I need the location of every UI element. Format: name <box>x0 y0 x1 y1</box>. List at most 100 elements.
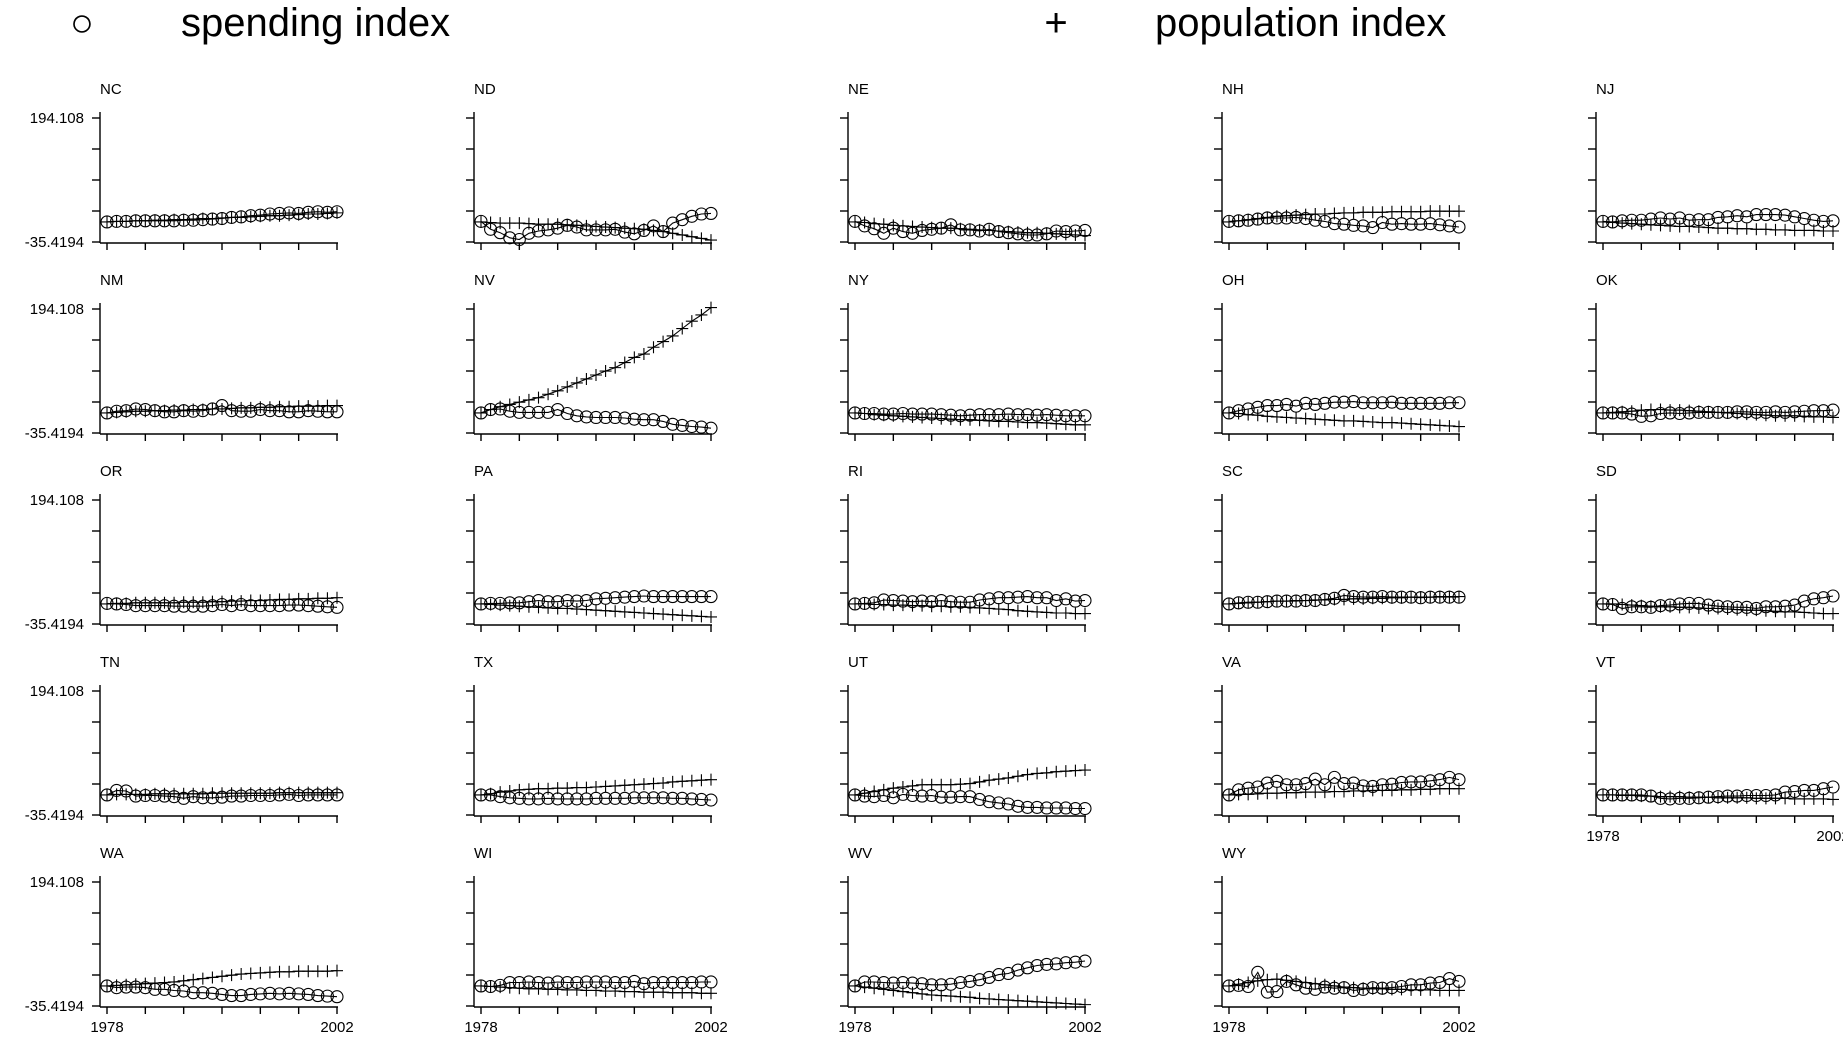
spending-index-point <box>666 791 680 805</box>
spending-index-point <box>110 981 124 995</box>
spending-index-point <box>1260 776 1274 790</box>
spending-index-point <box>167 983 181 998</box>
spending-index-point <box>263 404 277 418</box>
population-index-point <box>1453 420 1465 433</box>
spending-index-point <box>1011 799 1025 813</box>
spending-index-point <box>1730 600 1744 614</box>
population-index-point <box>1453 782 1465 795</box>
spending-index-point <box>1241 595 1255 609</box>
population-index-point <box>542 782 555 795</box>
panel-nm: NM 194.108 -35.4194 <box>25 272 344 442</box>
spending-index-point <box>905 407 920 421</box>
population-index-point <box>896 781 909 794</box>
spending-index-point <box>1442 770 1456 784</box>
panel-wi: WI 1978 2002 <box>464 845 727 1036</box>
panel-ny: NY <box>840 272 1092 441</box>
spending-index-point <box>522 792 536 806</box>
spending-index-point <box>1778 405 1792 419</box>
panel-title-wy: WY <box>1222 845 1246 862</box>
population-index-point <box>992 603 1005 616</box>
spending-index-point <box>608 222 622 236</box>
spending-index-point <box>848 406 862 420</box>
spending-index-point <box>1011 227 1025 241</box>
spending-index-point <box>905 976 920 990</box>
spending-index-point <box>685 975 699 990</box>
spending-index-point <box>656 590 670 604</box>
spending-index-point <box>1615 601 1629 616</box>
population-index-point <box>647 777 660 790</box>
spending-index-point <box>196 791 210 805</box>
population-index-point <box>1050 417 1063 430</box>
spending-index-point <box>263 207 277 221</box>
spending-index-point <box>675 213 689 227</box>
spending-index-point <box>1385 981 1399 995</box>
spending-index-point <box>474 406 488 420</box>
panel-title-nm: NM <box>100 272 123 289</box>
spending-index-point <box>1347 983 1361 998</box>
spending-index-point <box>1788 210 1802 224</box>
population-index-point <box>1433 419 1446 432</box>
spending-index-point <box>1414 775 1428 789</box>
spending-index-point <box>886 221 900 235</box>
spending-index-point <box>867 596 881 610</box>
spending-index-point <box>1251 595 1265 609</box>
spending-index-point <box>992 796 1006 810</box>
spending-index-point <box>1749 788 1763 803</box>
spending-index-point <box>934 408 948 422</box>
population-index-point <box>1021 605 1034 618</box>
spending-index-point <box>512 596 526 610</box>
population-index-point <box>666 329 679 342</box>
spending-index-point <box>599 791 613 805</box>
spending-index-point <box>1270 211 1284 225</box>
spending-index-point <box>1721 210 1735 224</box>
population-index-point <box>618 605 631 618</box>
y-tick-label: 194.108 <box>30 683 84 700</box>
spending-index-point <box>858 975 872 989</box>
spending-index-point <box>1001 407 1015 421</box>
spending-index-point <box>1788 598 1802 612</box>
spending-index-point <box>474 597 488 611</box>
spending-index-point <box>551 402 565 417</box>
spending-index-point <box>1778 785 1792 799</box>
spending-index-point <box>1644 212 1658 226</box>
population-index-point <box>254 966 267 979</box>
spending-index-point <box>1318 396 1332 410</box>
spending-index-point <box>1797 404 1811 418</box>
population-index-point <box>1318 413 1331 426</box>
panel-nv: NV <box>466 272 718 441</box>
spending-index-point <box>637 589 651 603</box>
spending-index-point <box>512 405 526 419</box>
spending-index-point <box>675 590 689 604</box>
spending-index-point <box>694 207 708 221</box>
spending-index-point <box>1625 213 1639 227</box>
population-index-point <box>1827 411 1839 424</box>
spending-index-point <box>1826 780 1840 794</box>
spending-index-point <box>1634 600 1648 614</box>
population-index-point <box>599 604 612 617</box>
spending-index-point <box>1797 594 1811 608</box>
spending-index-point <box>531 405 546 419</box>
population-index-point <box>637 778 650 791</box>
y-tick-label: -35.4194 <box>25 234 84 251</box>
spending-index-point <box>205 402 219 416</box>
spending-index-point <box>666 417 680 431</box>
spending-index-point <box>1596 406 1610 420</box>
spending-index-point <box>1653 406 1668 421</box>
spending-index-point <box>215 211 229 226</box>
spending-index-point <box>225 404 239 418</box>
population-index-point <box>551 384 564 397</box>
spending-index-point <box>225 789 239 803</box>
spending-index-point <box>666 975 680 990</box>
spending-index-point <box>272 599 287 613</box>
population-index-point <box>1251 974 1264 987</box>
spending-index-point <box>1049 957 1063 971</box>
spending-index-point <box>129 214 143 228</box>
spending-index-point <box>292 405 306 419</box>
population-index-point <box>1424 783 1437 796</box>
population-index-point <box>1002 603 1015 616</box>
spending-index-point <box>522 595 536 609</box>
spending-index-point <box>1049 224 1063 238</box>
spending-index-point <box>320 600 334 614</box>
population-index-point <box>983 774 996 787</box>
spending-index-point <box>646 219 661 233</box>
